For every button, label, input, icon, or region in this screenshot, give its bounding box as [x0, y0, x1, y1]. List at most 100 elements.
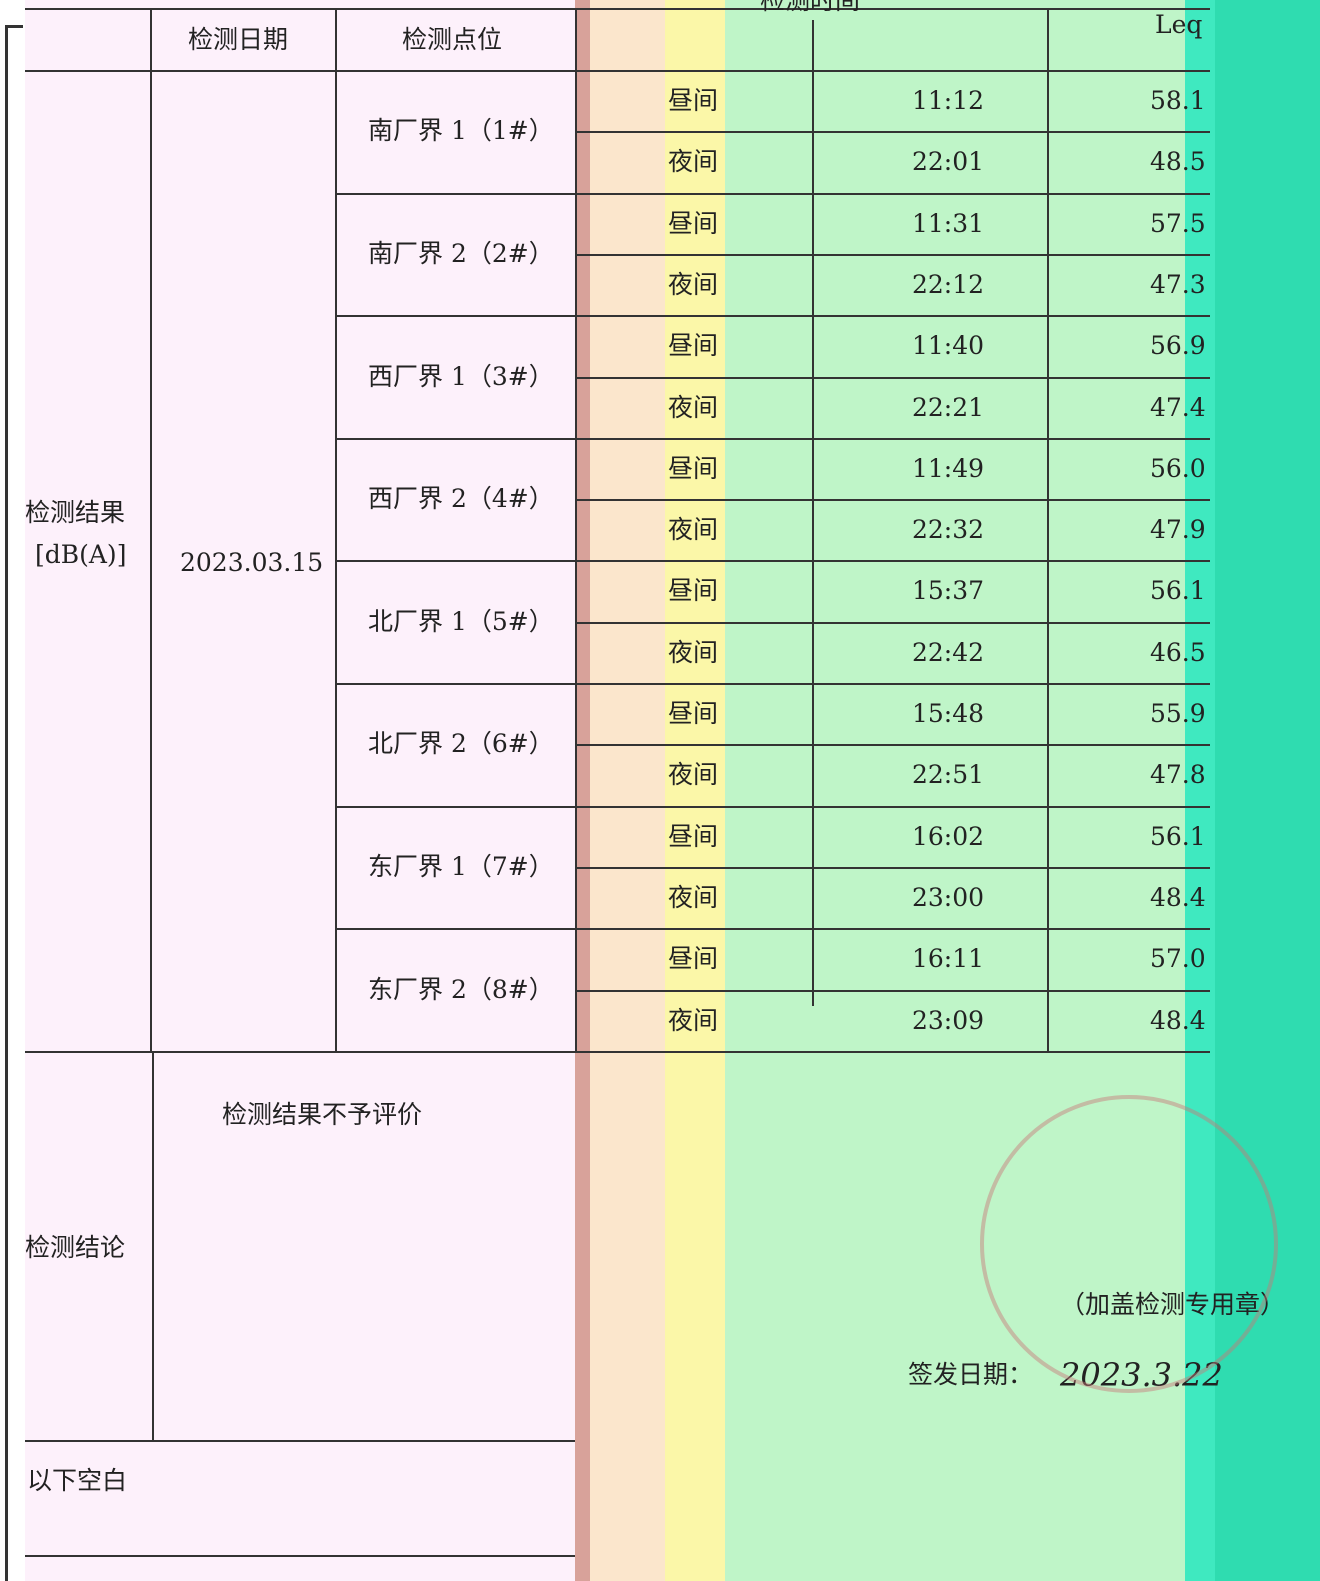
rule [575, 10, 577, 1051]
time: 22:51 [912, 760, 985, 790]
period: 昼间 [668, 453, 719, 483]
period: 夜间 [668, 1005, 719, 1035]
leq: 56.0 [1150, 453, 1206, 483]
rule [25, 1555, 575, 1557]
rule [25, 1050, 575, 1053]
rule [575, 499, 1210, 502]
leq: 47.4 [1150, 392, 1206, 422]
rule [575, 989, 1210, 992]
rule [335, 928, 575, 931]
column-header: 检测日期 [188, 25, 289, 54]
rule [335, 683, 575, 685]
leq: 57.0 [1150, 944, 1206, 974]
time: 22:01 [912, 147, 985, 177]
leq: 46.5 [1150, 637, 1206, 667]
time: 11:40 [912, 331, 985, 361]
period: 昼间 [668, 576, 719, 606]
leq: 47.3 [1150, 269, 1206, 299]
time: 22:32 [912, 515, 985, 545]
rule [335, 805, 575, 808]
rule [575, 744, 1210, 747]
column-header: 检测时间 [760, 0, 861, 15]
period: 夜间 [668, 882, 719, 912]
point: 南厂界 1（1#） [368, 116, 554, 146]
rule [812, 20, 814, 1006]
period: 昼间 [668, 86, 719, 115]
time: 16:02 [912, 821, 985, 851]
time: 11:31 [912, 208, 985, 238]
leq: 47.8 [1150, 760, 1206, 790]
rule [575, 437, 1210, 440]
margin-line [5, 25, 23, 28]
period: 夜间 [668, 760, 719, 790]
rule [25, 70, 1210, 72]
rule [335, 192, 575, 195]
point: 东厂界 1（7#） [368, 851, 554, 881]
leq: 48.4 [1150, 882, 1206, 912]
rule [25, 1440, 575, 1442]
strip [575, 0, 590, 1581]
rule [575, 805, 1210, 808]
time: 23:09 [912, 1005, 985, 1035]
rule [152, 1050, 154, 1440]
time: 22:21 [912, 392, 985, 422]
rule [335, 315, 575, 318]
time: 23:00 [912, 882, 985, 912]
point: 北厂界 1（5#） [368, 606, 554, 636]
period: 夜间 [668, 147, 719, 177]
rule [25, 8, 1210, 10]
rule [335, 560, 575, 563]
section-label: 检测结果 [25, 498, 126, 527]
leq: 55.9 [1150, 699, 1206, 728]
rule [575, 928, 1210, 931]
leq: 57.5 [1150, 208, 1206, 238]
time: 11:12 [912, 86, 985, 115]
column-header: 检测点位 [402, 25, 503, 54]
leq: 56.1 [1150, 821, 1206, 851]
rule [575, 253, 1210, 256]
rule [150, 10, 152, 1051]
blank-note: 以下空白 [27, 1466, 128, 1495]
period: 昼间 [668, 699, 719, 728]
rule [575, 560, 1210, 563]
leq: 56.9 [1150, 331, 1206, 361]
section-label: [dB(A)] [35, 540, 127, 569]
rule [335, 10, 337, 1051]
period: 昼间 [668, 208, 719, 238]
rule [575, 683, 1210, 685]
margin-line [5, 25, 8, 1581]
period: 夜间 [668, 515, 719, 545]
rule [575, 315, 1210, 318]
period: 昼间 [668, 821, 719, 851]
time: 22:12 [912, 269, 985, 299]
period: 夜间 [668, 637, 719, 667]
time: 15:48 [912, 699, 985, 728]
period: 夜间 [668, 269, 719, 299]
rule [1047, 10, 1049, 1051]
section-label: 检测结论 [25, 1233, 126, 1262]
point: 南厂界 2（2#） [368, 238, 554, 268]
leq: 48.4 [1150, 1005, 1206, 1035]
time: 11:49 [912, 453, 985, 483]
date: 2023.03.15 [180, 548, 324, 577]
leq: 56.1 [1150, 576, 1206, 606]
column-header: Leq [1155, 10, 1203, 39]
rule [575, 621, 1210, 624]
rule [575, 1050, 1210, 1053]
point: 东厂界 2（8#） [368, 974, 554, 1004]
leq: 58.1 [1150, 86, 1206, 115]
time: 22:42 [912, 637, 985, 667]
leq: 47.9 [1150, 515, 1206, 545]
issue-date-label: 签发日期： [908, 1360, 1034, 1389]
point: 西厂界 2（4#） [368, 484, 554, 514]
point: 北厂界 2（6#） [368, 729, 554, 759]
strip [665, 0, 725, 1581]
period: 昼间 [668, 944, 719, 974]
strip [25, 0, 575, 1581]
period: 夜间 [668, 392, 719, 422]
rule [575, 376, 1210, 379]
period: 昼间 [668, 331, 719, 361]
leq: 48.5 [1150, 147, 1206, 177]
conclusion: 检测结果不予评价 [222, 1100, 423, 1129]
